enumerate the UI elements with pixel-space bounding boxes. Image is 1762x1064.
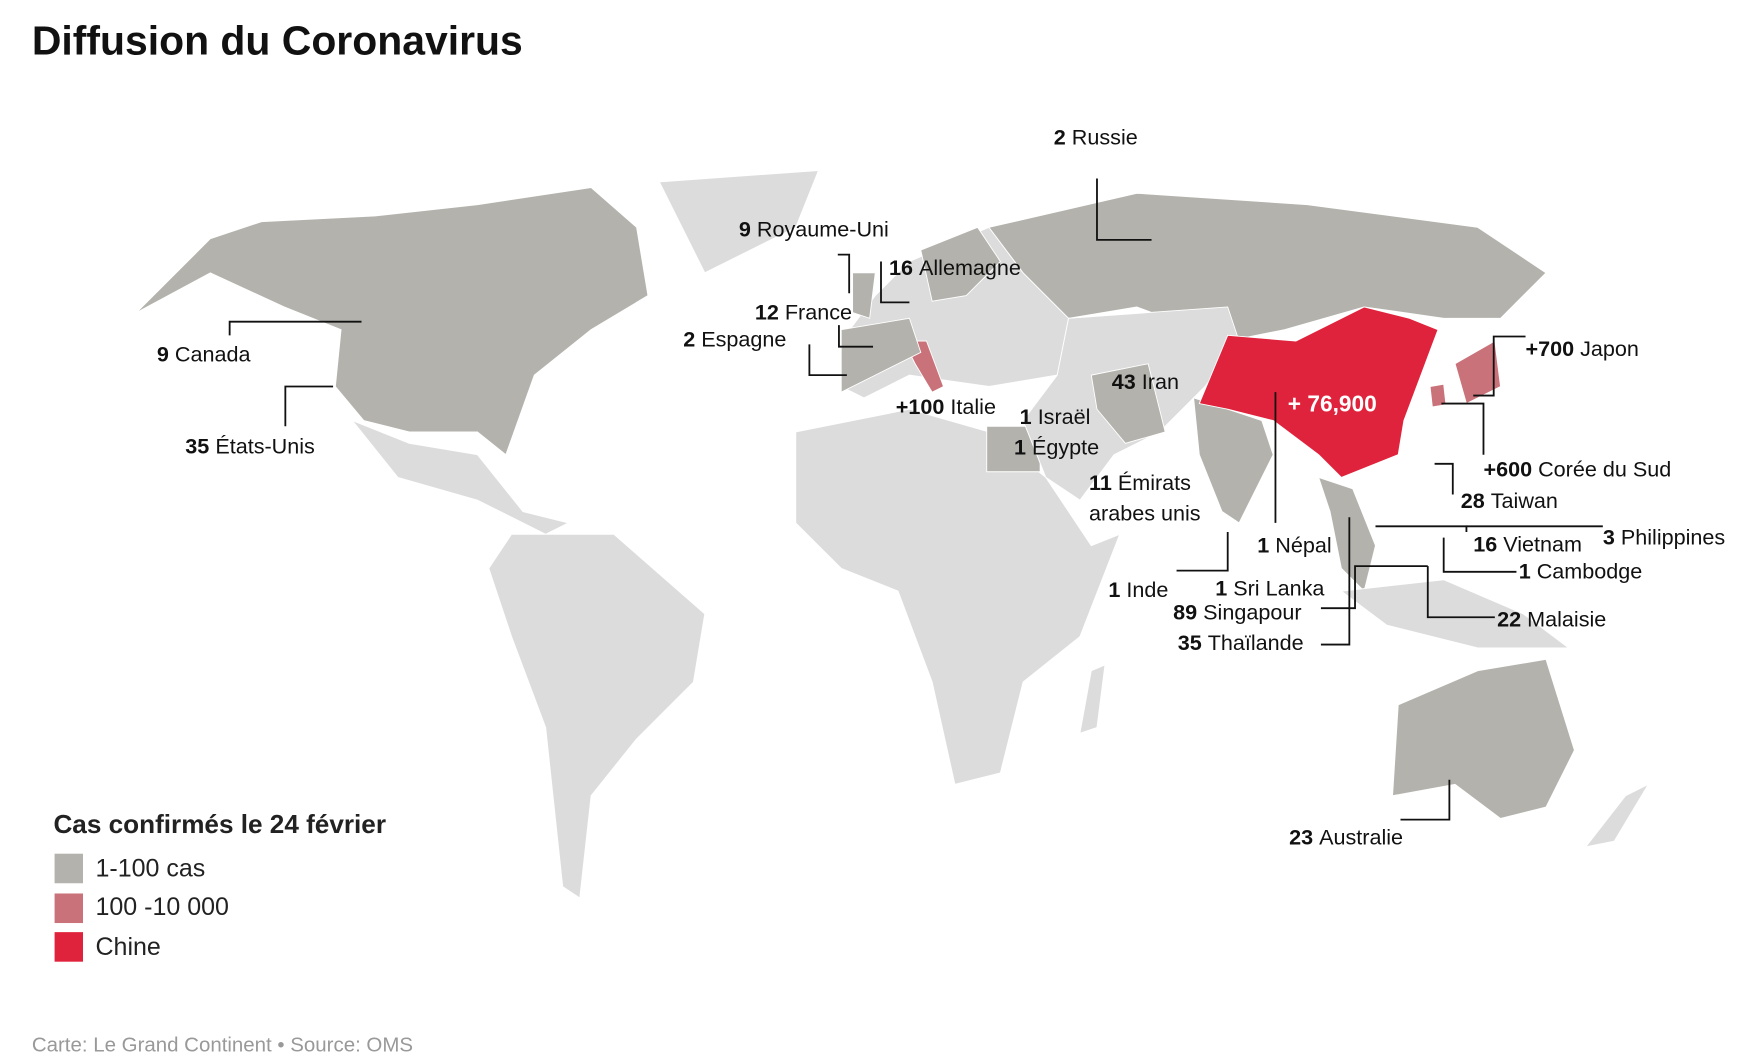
legend-label-low: 1-100 cas <box>96 854 206 882</box>
label-egypte: 1 Égypte <box>1014 435 1099 460</box>
country-western-europe <box>840 317 922 393</box>
label-malaisie: 22 Malaisie <box>1497 606 1606 631</box>
madagascar <box>1079 664 1106 734</box>
country-chine <box>1198 306 1439 478</box>
label-australie: 23 Australie <box>1289 825 1403 850</box>
credit-line: Carte: Le Grand Continent • Source: OMS <box>32 1033 413 1056</box>
label-israel: 1 Israël <box>1020 404 1091 429</box>
label-singapour: 89 Singapour <box>1173 600 1301 625</box>
country-royaume-uni <box>852 272 876 319</box>
country-canada-usa <box>136 187 649 456</box>
country-labels: 2 Russie 9 Royaume-Uni 16 Allemagne 12 F… <box>157 124 1726 849</box>
country-scandinavia <box>920 226 1001 302</box>
label-taiwan: 28 Taiwan <box>1461 488 1558 513</box>
label-nepal: 1 Népal <box>1257 532 1331 557</box>
label-allemagne: 16 Allemagne <box>889 255 1021 280</box>
label-iran: 43 Iran <box>1112 369 1179 394</box>
leader-lines <box>228 178 1603 821</box>
label-sri-lanka: 1 Sri Lanka <box>1215 576 1324 601</box>
indonesia <box>1340 579 1571 649</box>
legend-swatch-low <box>54 853 83 884</box>
label-inde: 1 Inde <box>1108 577 1168 602</box>
central-america <box>350 419 570 535</box>
label-france: 12 France <box>755 299 852 324</box>
label-canada: 9 Canada <box>157 341 251 366</box>
label-cambodge: 1 Cambodge <box>1519 559 1643 584</box>
legend-label-mid: 100 -10 000 <box>96 893 229 921</box>
label-emirats: 11 Émirats <box>1089 470 1191 495</box>
country-iran <box>1090 363 1166 444</box>
label-philippines: 3 Philippines <box>1603 525 1726 550</box>
map-title: Diffusion du Coronavirus <box>32 18 523 64</box>
label-russie: 2 Russie <box>1054 124 1138 149</box>
greenland <box>658 170 820 274</box>
new-zealand <box>1584 783 1650 848</box>
label-vietnam: 16 Vietnam <box>1473 531 1582 556</box>
label-espagne: 2 Espagne <box>683 327 786 352</box>
china-case-count: + 76,900 <box>1288 391 1377 417</box>
country-australie <box>1392 658 1575 819</box>
label-royaume-uni: 9 Royaume-Uni <box>739 216 889 241</box>
label-etats-unis: 35 États-Unis <box>185 434 315 459</box>
label-thailande: 35 Thaïlande <box>1178 630 1304 655</box>
legend-label-china: Chine <box>96 933 161 961</box>
country-egypte <box>986 425 1041 473</box>
country-russie <box>988 192 1547 342</box>
label-emirats-line2: arabes unis <box>1089 501 1201 526</box>
south-america <box>488 533 706 899</box>
country-coree <box>1429 383 1447 408</box>
country-japon <box>1454 340 1502 405</box>
legend-swatch-mid <box>54 893 83 924</box>
country-inde <box>1193 397 1274 524</box>
legend-title: Cas confirmés le 24 février <box>53 809 386 839</box>
legend: Cas confirmés le 24 février 1-100 cas 10… <box>53 809 386 962</box>
legend-swatch-china <box>54 932 83 962</box>
world-map: + 76,900 <box>136 170 1650 899</box>
label-coree: +600 Corée du Sud <box>1483 456 1671 481</box>
label-italie: +100 Italie <box>896 394 996 419</box>
label-japon: +700 Japon <box>1526 336 1639 361</box>
